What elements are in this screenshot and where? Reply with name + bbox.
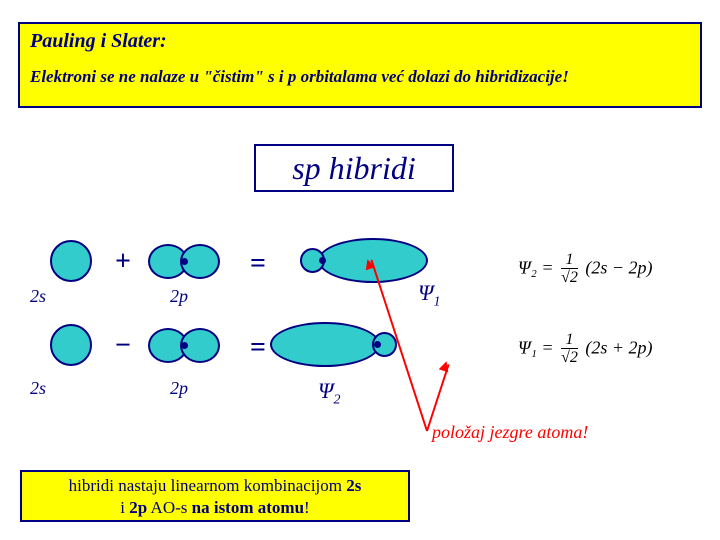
p-label-1: 2p	[170, 286, 188, 307]
footer-l1b: 2s	[346, 476, 361, 495]
header-title: Pauling i Slater:	[30, 30, 690, 53]
eq1-rhs: (2s + 2p)	[585, 337, 652, 357]
s-orbital-2	[50, 324, 92, 366]
p-label-2: 2p	[170, 378, 188, 399]
header-subtitle: Elektroni se ne nalaze u "čistim" s i p …	[30, 67, 690, 87]
eq2-frac-top: 1	[561, 252, 578, 269]
footer-box: hibridi nastaju linearnom kombinacijom 2…	[20, 470, 410, 522]
psi2-sub: 2	[333, 392, 340, 407]
eq2-frac-bot: √2	[561, 269, 578, 287]
s-label-2: 2s	[30, 378, 46, 399]
hybrid-nucleus-2	[374, 341, 381, 348]
header-box: Pauling i Slater: Elektroni se ne nalaze…	[18, 22, 702, 108]
psi1-label: Ψ1	[418, 280, 440, 310]
footer-l2c: AO-s	[147, 498, 191, 517]
footer-l2a: i	[120, 498, 129, 517]
equals-1: =	[250, 248, 266, 280]
eq1-frac-top: 1	[561, 332, 578, 349]
sp-hibridi-box: sp hibridi	[254, 144, 454, 192]
minus-sign: −	[115, 330, 131, 362]
footer-l2d: na istom atomu	[192, 498, 304, 517]
p-nucleus-2	[181, 342, 188, 349]
eq1-frac-bot: √2	[561, 349, 578, 367]
p-nucleus-1	[181, 258, 188, 265]
equals-2: =	[250, 332, 266, 364]
orbital-diagram: + = Ψ1 2s 2p − = 2s 2p Ψ2	[20, 230, 500, 420]
hybrid-nucleus-1	[319, 257, 326, 264]
eq2-rhs: (2s − 2p)	[585, 257, 652, 277]
equation-psi1: Ψ₁ = 1 √2 (2s + 2p)	[518, 332, 652, 367]
eq1-lhs: Ψ₁ =	[518, 337, 554, 357]
footer-l2b: 2p	[129, 498, 147, 517]
psi1-sub: 1	[433, 294, 440, 309]
hybrid-big-2	[270, 322, 380, 367]
equation-psi2: Ψ₂ = 1 √2 (2s − 2p)	[518, 252, 652, 287]
eq1-frac: 1 √2	[561, 332, 578, 367]
footer-l2e: !	[304, 498, 310, 517]
eq2-lhs: Ψ₂ =	[518, 257, 554, 277]
footer-l1a: hibridi nastaju linearnom kombinacijom	[69, 476, 347, 495]
s-label-1: 2s	[30, 286, 46, 307]
psi2-sym: Ψ	[318, 378, 333, 403]
psi1-sym: Ψ	[418, 280, 433, 305]
psi2-label: Ψ2	[318, 378, 340, 408]
plus-sign: +	[115, 246, 131, 278]
eq2-frac: 1 √2	[561, 252, 578, 287]
s-orbital-1	[50, 240, 92, 282]
red-note: položaj jezgre atoma!	[432, 422, 588, 443]
